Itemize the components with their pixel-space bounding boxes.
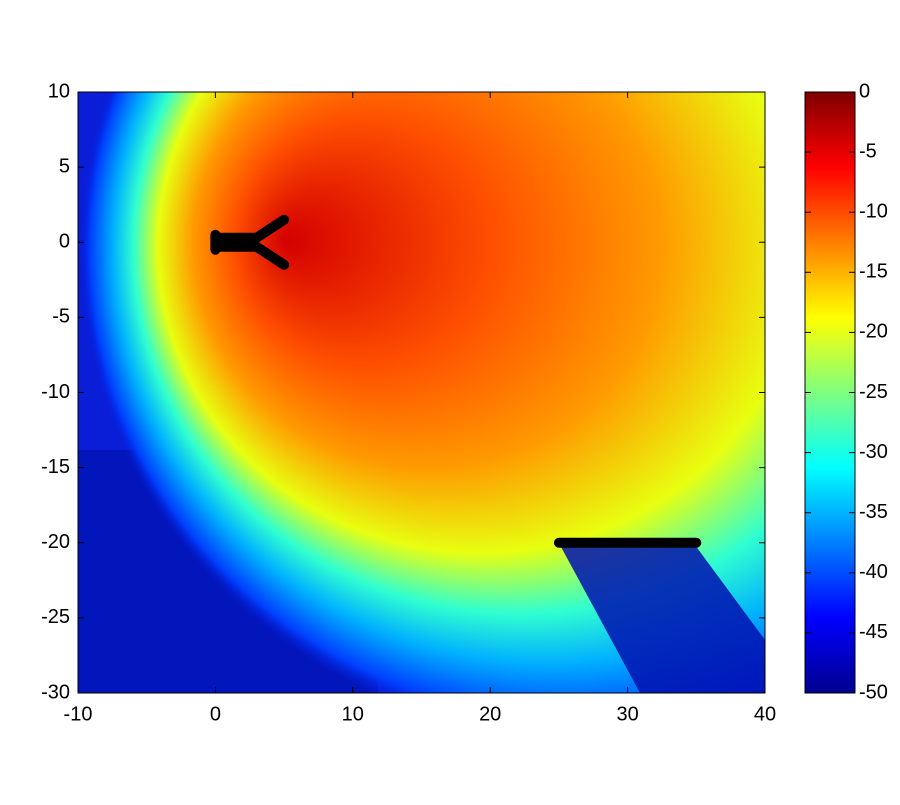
colorbar-tick-label: -20 <box>859 321 888 343</box>
y-tick-label: -25 <box>41 606 70 628</box>
y-tick-label: -30 <box>41 681 70 703</box>
colorbar-tick-label: -35 <box>859 501 888 523</box>
y-tick-label: 5 <box>59 155 70 177</box>
y-tick-label: 10 <box>48 80 70 102</box>
colorbar-tick-label: -25 <box>859 381 888 403</box>
colorbar-tick-label: -40 <box>859 561 888 583</box>
colorbar-tick-label: -50 <box>859 681 888 703</box>
colorbar-tick-label: -10 <box>859 200 888 222</box>
x-tick-label: 0 <box>210 703 221 725</box>
obstacle <box>210 241 290 270</box>
colorbar-tick-label: -45 <box>859 621 888 643</box>
x-tick-label: 30 <box>616 703 638 725</box>
x-tick-label: 10 <box>342 703 364 725</box>
x-tick-label: 40 <box>754 703 776 725</box>
y-tick-label: 0 <box>59 231 70 253</box>
colorbar-tick-label: 0 <box>859 80 870 102</box>
y-tick-label: -15 <box>41 456 70 478</box>
y-tick-label: -20 <box>41 531 70 553</box>
y-tick-label: -10 <box>41 381 70 403</box>
field <box>78 92 765 693</box>
x-tick-label: 20 <box>479 703 501 725</box>
x-tick-label: -10 <box>64 703 93 725</box>
obstacle <box>210 214 290 243</box>
colorbar-tick-label: -15 <box>859 261 888 283</box>
y-tick-label: -5 <box>52 306 70 328</box>
colorbar <box>804 91 856 694</box>
colorbar-tick-label: -30 <box>859 441 888 463</box>
colorbar-tick-label: -5 <box>859 140 877 162</box>
